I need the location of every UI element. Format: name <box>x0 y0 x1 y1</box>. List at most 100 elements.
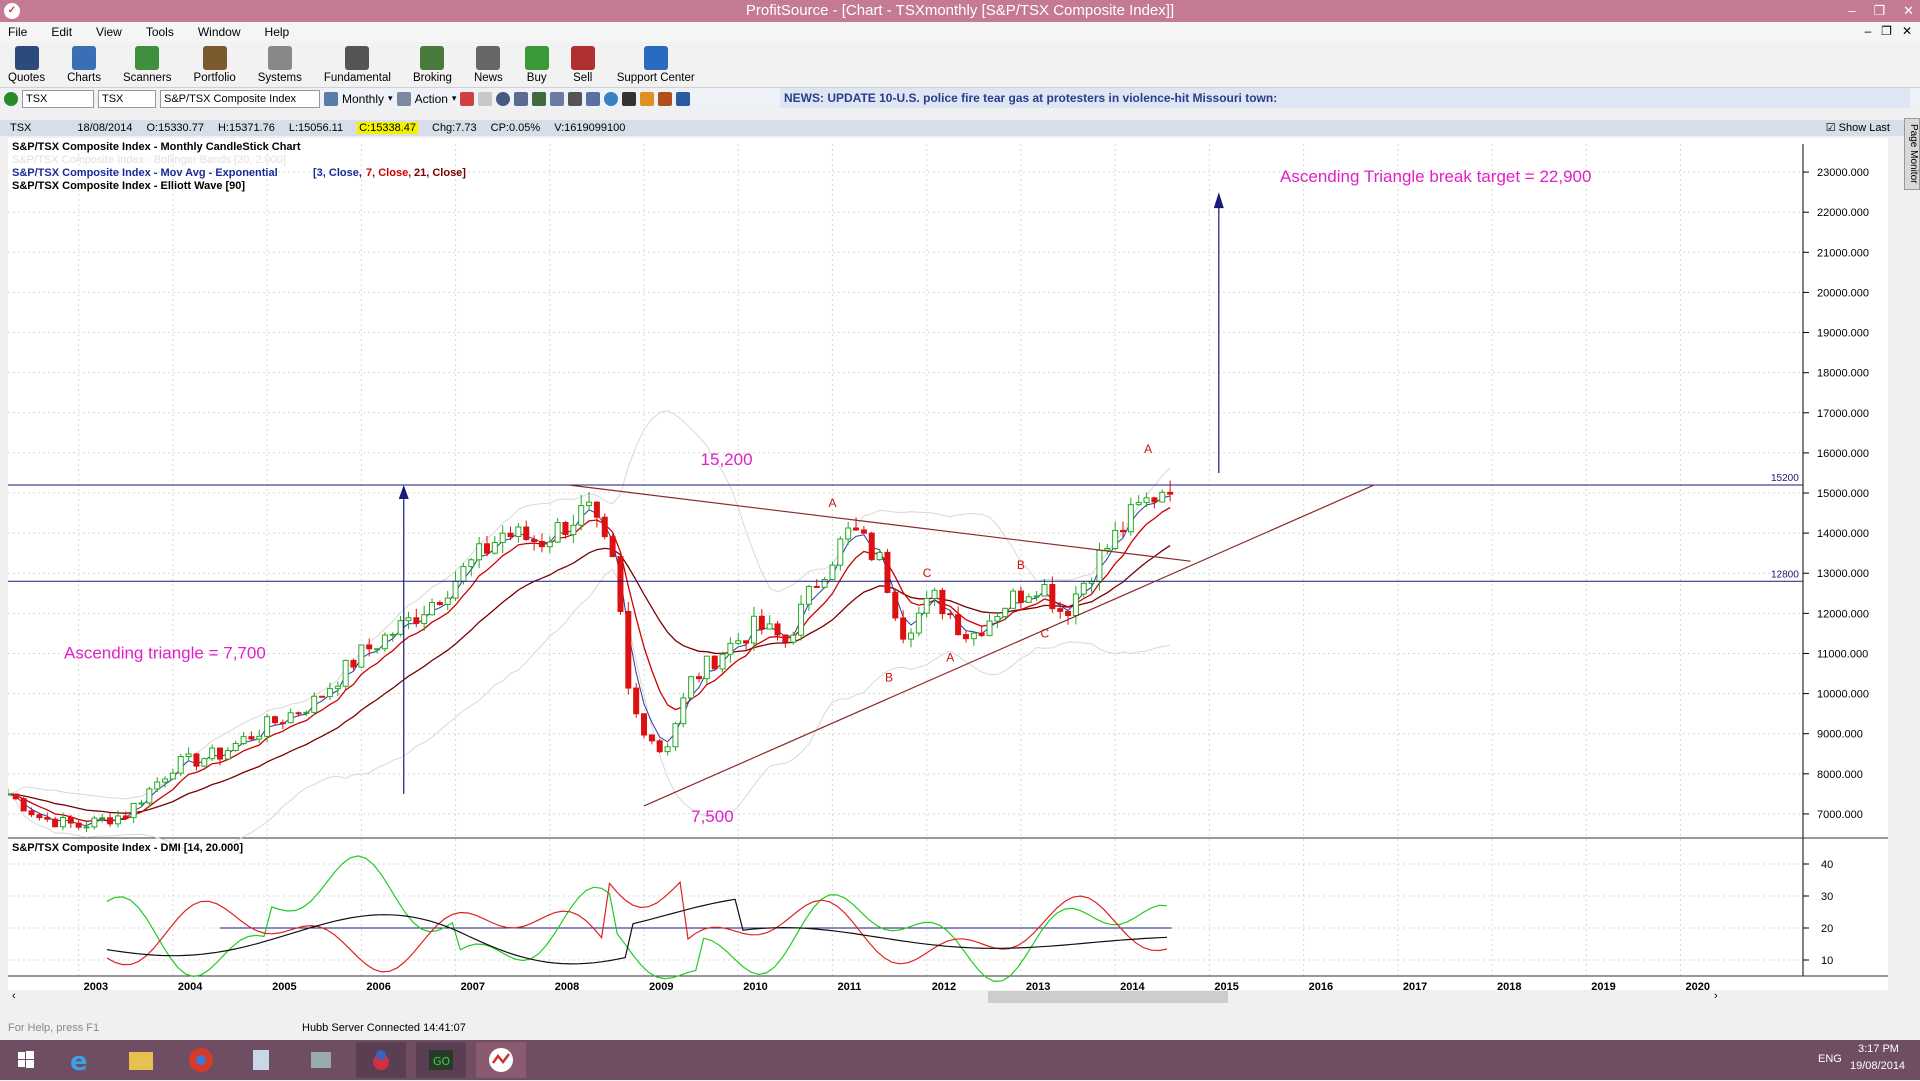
scroll-left-icon[interactable]: ‹ <box>12 990 16 1002</box>
mdi-minimize-button[interactable]: – <box>1864 24 1872 38</box>
ema-7-line <box>8 506 1171 822</box>
flag-icon[interactable] <box>658 91 673 106</box>
menu-file[interactable]: File <box>8 25 28 39</box>
candle-body <box>154 781 161 790</box>
candle-body <box>515 526 522 538</box>
menu-window[interactable]: Window <box>197 25 241 39</box>
bollinger-lower <box>8 568 1171 852</box>
action-menu[interactable]: Action <box>414 91 448 106</box>
toolbar-sell-button[interactable]: Sell <box>570 46 595 86</box>
print-icon[interactable] <box>550 91 565 106</box>
candle-body <box>52 818 59 828</box>
candle-body <box>271 716 278 724</box>
symbol-code-input[interactable] <box>22 89 94 108</box>
toolbar-support-center-button[interactable]: Support Center <box>617 46 695 86</box>
start-button[interactable] <box>4 1042 48 1078</box>
save-icon[interactable] <box>514 91 529 106</box>
info-symbol: TSX <box>10 122 32 134</box>
mdi-close-button[interactable]: ✕ <box>1901 24 1912 38</box>
candle-body <box>884 551 891 593</box>
show-last-checkbox[interactable]: ☑ Show Last <box>1825 122 1890 134</box>
taskbar: e GO ENG 3:17 PM 19/08/2014 <box>0 1040 1920 1080</box>
candle-body <box>853 527 860 531</box>
page-monitor-tab[interactable]: Page Monitor <box>1904 118 1920 190</box>
taskbar-lang[interactable]: ENG <box>1818 1053 1842 1065</box>
down-arrow-icon[interactable] <box>460 91 475 106</box>
toolbar-systems-button[interactable]: Systems <box>258 46 302 86</box>
scrollbar-thumb[interactable] <box>988 991 1228 1003</box>
candle-body <box>1167 491 1174 495</box>
candle-body <box>554 522 561 543</box>
media-icon[interactable] <box>356 1042 406 1078</box>
close-button[interactable]: ✕ <box>1903 3 1914 18</box>
calculator-icon[interactable] <box>236 1042 286 1078</box>
toolbar-fundamental-button[interactable]: Fundamental <box>324 46 391 86</box>
candle-body <box>1127 504 1134 533</box>
action-dropdown-icon[interactable]: ▾ <box>451 93 457 103</box>
candle-body <box>719 653 726 670</box>
binoculars-icon[interactable] <box>532 91 547 106</box>
menu-help[interactable]: Help <box>264 25 290 39</box>
elliott-wave-label: B <box>885 671 893 685</box>
star-icon[interactable] <box>640 91 655 106</box>
candle-body <box>476 543 483 561</box>
folder-icon[interactable] <box>116 1042 166 1078</box>
candle-body <box>491 541 498 554</box>
profitsource-taskbar-icon[interactable] <box>476 1042 526 1078</box>
mdi-restore-button[interactable]: ❐ <box>1881 24 1892 38</box>
candle-body <box>860 529 867 534</box>
chart-tool-icon[interactable] <box>586 91 601 106</box>
tools-icon[interactable] <box>568 91 583 106</box>
elliott-wave-label: A <box>1144 442 1152 456</box>
chart-canvas[interactable]: 23000.000 22000.000 21000.000 20000.000 1900… <box>8 138 1888 1000</box>
fundamental-icon <box>345 46 370 70</box>
toolbar-charts-button[interactable]: Charts <box>67 46 101 86</box>
toolbar-label: Broking <box>412 72 452 84</box>
candle-body <box>264 716 271 737</box>
candle-body <box>1072 593 1079 616</box>
candle-body <box>593 501 600 518</box>
toolbar-news-button[interactable]: News <box>474 46 503 86</box>
candle-body <box>326 688 333 698</box>
chrome-icon[interactable] <box>176 1042 226 1078</box>
go-icon[interactable] <box>4 91 18 106</box>
go-app-icon[interactable]: GO <box>416 1042 466 1078</box>
candle-body <box>83 826 90 829</box>
menu-view[interactable]: View <box>96 25 122 39</box>
toolbar-quotes-button[interactable]: Quotes <box>8 46 45 86</box>
exchange-select[interactable] <box>98 89 156 108</box>
gear-icon[interactable] <box>496 91 511 106</box>
scissors-icon[interactable] <box>622 91 637 106</box>
period-select[interactable]: Monthly <box>342 91 385 106</box>
target-annotation: Ascending Triangle break target = 22,900 <box>1280 167 1591 186</box>
candle-body <box>766 623 773 630</box>
horizontal-scrollbar[interactable]: ‹ › <box>8 990 1888 1004</box>
toolbar-broking-button[interactable]: Broking <box>413 46 452 86</box>
info-close: C:15338.47 <box>357 122 418 134</box>
bollinger-upper <box>8 410 1171 800</box>
legend-ema-3: [3, Close, <box>313 167 362 179</box>
candle-body <box>224 749 231 760</box>
taskbar-time[interactable]: 3:17 PM <box>1858 1043 1899 1055</box>
app-grid-icon[interactable] <box>296 1042 346 1078</box>
toolbar-portfolio-button[interactable]: Portfolio <box>194 46 236 86</box>
scroll-right-icon[interactable]: › <box>1714 990 1718 1002</box>
menu-edit[interactable]: Edit <box>51 25 73 39</box>
page-icon[interactable] <box>478 91 493 106</box>
ie-icon[interactable]: e <box>56 1042 106 1078</box>
symbol-name-input[interactable] <box>160 89 320 108</box>
toolbar-scanners-button[interactable]: Scanners <box>123 46 172 86</box>
toolbar-buy-button[interactable]: Buy <box>524 46 549 86</box>
chart-panel[interactable]: 23000.000 22000.000 21000.000 20000.000 1900… <box>8 138 1888 1000</box>
news-ticker[interactable]: NEWS: UPDATE 10-U.S. police fire tear ga… <box>780 88 1910 108</box>
menu-tools[interactable]: Tools <box>145 25 174 39</box>
period-dropdown-icon[interactable]: ▾ <box>388 93 393 103</box>
minimize-button[interactable]: – <box>1848 3 1856 18</box>
lightbulb-icon[interactable] <box>604 91 619 106</box>
restore-button[interactable]: ❐ <box>1873 3 1886 18</box>
candle-body <box>617 556 624 612</box>
info-change: Chg:7.73 <box>432 122 477 134</box>
candle-body <box>138 802 145 805</box>
taskbar-date[interactable]: 19/08/2014 <box>1850 1060 1906 1072</box>
info-icon[interactable] <box>676 91 691 106</box>
